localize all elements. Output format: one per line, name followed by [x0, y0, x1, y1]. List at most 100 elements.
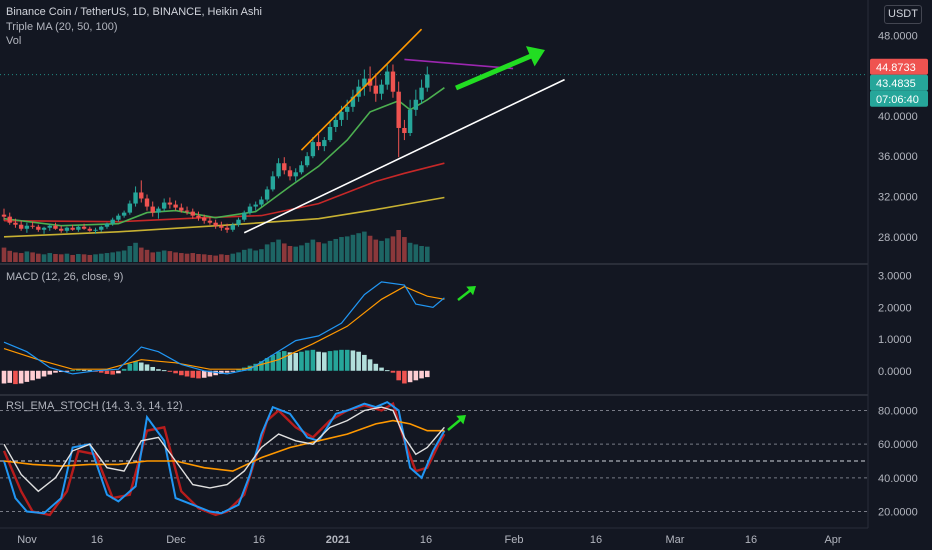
volume-bar	[201, 254, 207, 262]
macd-tick-label: 0.0000	[878, 366, 912, 378]
candle-body	[407, 109, 413, 134]
price-badge	[870, 74, 928, 91]
candle-body	[81, 226, 87, 229]
rsi-line	[3, 406, 445, 493]
macd-histogram-bar	[179, 370, 184, 376]
price-badge	[870, 58, 928, 75]
volume-bar	[179, 253, 184, 262]
volume-bar	[304, 242, 310, 262]
macd-histogram-bar	[7, 370, 13, 383]
candle-body	[333, 119, 338, 127]
time-axis-label: 16	[745, 534, 757, 546]
macd-histogram-bar	[190, 370, 196, 378]
candle-body	[413, 99, 419, 110]
volume-bar	[407, 242, 413, 262]
volume-bar	[58, 254, 64, 262]
macd-tick-label: 3.0000	[878, 271, 912, 283]
volume-bar	[93, 254, 98, 262]
candle-body	[253, 204, 258, 207]
macd-histogram-bar	[184, 370, 190, 377]
macd-histogram-bar	[121, 368, 127, 371]
volume-bar	[390, 236, 396, 262]
stoch-d-line	[2, 401, 446, 517]
candle-body	[287, 170, 293, 177]
volume-bar	[219, 254, 224, 262]
candle-body	[47, 225, 52, 228]
time-axis-label: 16	[253, 534, 265, 546]
macd-histogram-bar	[1, 370, 7, 384]
macd-histogram-bar	[36, 370, 41, 379]
price-tick-label: 36.0000	[878, 151, 918, 163]
volume-bar	[1, 247, 7, 262]
candle-body	[247, 206, 253, 213]
macd-histogram-bar	[213, 370, 218, 376]
candle-body	[299, 165, 304, 173]
macd-histogram-bar	[53, 370, 58, 373]
trendline	[243, 78, 565, 234]
candle-body	[276, 163, 281, 177]
volume-bar	[247, 248, 253, 262]
macd-histogram-bar	[339, 349, 344, 371]
macd-histogram-bar	[356, 351, 361, 371]
candle-body	[70, 227, 75, 230]
macd-histogram-bar	[87, 370, 93, 372]
candle-body	[13, 222, 18, 225]
candle-body	[7, 216, 12, 223]
candle-body	[242, 212, 247, 220]
macd-histogram-bar	[161, 370, 167, 372]
trendline	[404, 58, 514, 70]
volume-bar	[373, 239, 379, 262]
volume-bar	[316, 242, 321, 262]
candle-body	[304, 156, 310, 166]
macd-tick-label: 2.0000	[878, 302, 912, 314]
macd-histogram-bar	[310, 349, 316, 371]
macd-histogram-bar	[276, 351, 281, 371]
time-axis-label: 16	[590, 534, 602, 546]
volume-bar	[64, 253, 70, 262]
candle-body	[202, 217, 207, 221]
macd-histogram-bar	[350, 350, 356, 371]
volume-bar	[424, 246, 430, 262]
ma-50-line	[3, 162, 445, 223]
macd-label: MACD (12, 26, close, 9)	[6, 271, 124, 283]
candle-body	[327, 126, 333, 141]
macd-histogram-bar	[167, 370, 173, 372]
volume-bar	[213, 255, 218, 262]
volume-bar	[53, 254, 58, 262]
rsi-stoch-label: RSI_EMA_STOCH (14, 3, 3, 14, 12)	[6, 400, 183, 412]
time-axis-label: Dec	[166, 534, 186, 546]
volume-bar	[24, 251, 30, 262]
candle-body	[93, 229, 98, 231]
candle-body	[425, 74, 430, 88]
price-tick-label: 32.0000	[878, 192, 918, 204]
time-axis-label: 2021	[326, 534, 350, 546]
macd-histogram-bar	[304, 350, 310, 371]
candle-body	[259, 199, 264, 205]
candle-body	[64, 227, 70, 231]
volume-bar	[196, 254, 201, 262]
volume-bar	[379, 240, 384, 262]
volume-bar	[253, 250, 258, 262]
macd-histogram-bar	[419, 370, 424, 379]
macd-histogram-bar	[156, 369, 161, 371]
volume-bar	[270, 242, 276, 262]
candle-body	[207, 220, 213, 223]
price-badge-label: 44.8733	[876, 62, 916, 74]
macd-histogram-bar	[367, 359, 373, 371]
volume-bar	[173, 252, 178, 262]
macd-histogram-bar	[150, 366, 156, 371]
macd-histogram-bar	[127, 363, 133, 371]
price-tick-label: 40.0000	[878, 111, 918, 123]
macd-histogram-bar	[373, 363, 379, 371]
currency-button[interactable]: USDT	[884, 5, 922, 24]
macd-up-arrow	[457, 286, 476, 301]
candle-body	[30, 225, 35, 227]
volume-bar	[362, 231, 367, 262]
candle-body	[76, 226, 81, 230]
macd-histogram-bar	[58, 370, 64, 373]
volume-bar	[81, 254, 87, 262]
candle-body	[167, 202, 173, 205]
candle-body	[110, 219, 115, 224]
candle-body	[213, 222, 218, 226]
